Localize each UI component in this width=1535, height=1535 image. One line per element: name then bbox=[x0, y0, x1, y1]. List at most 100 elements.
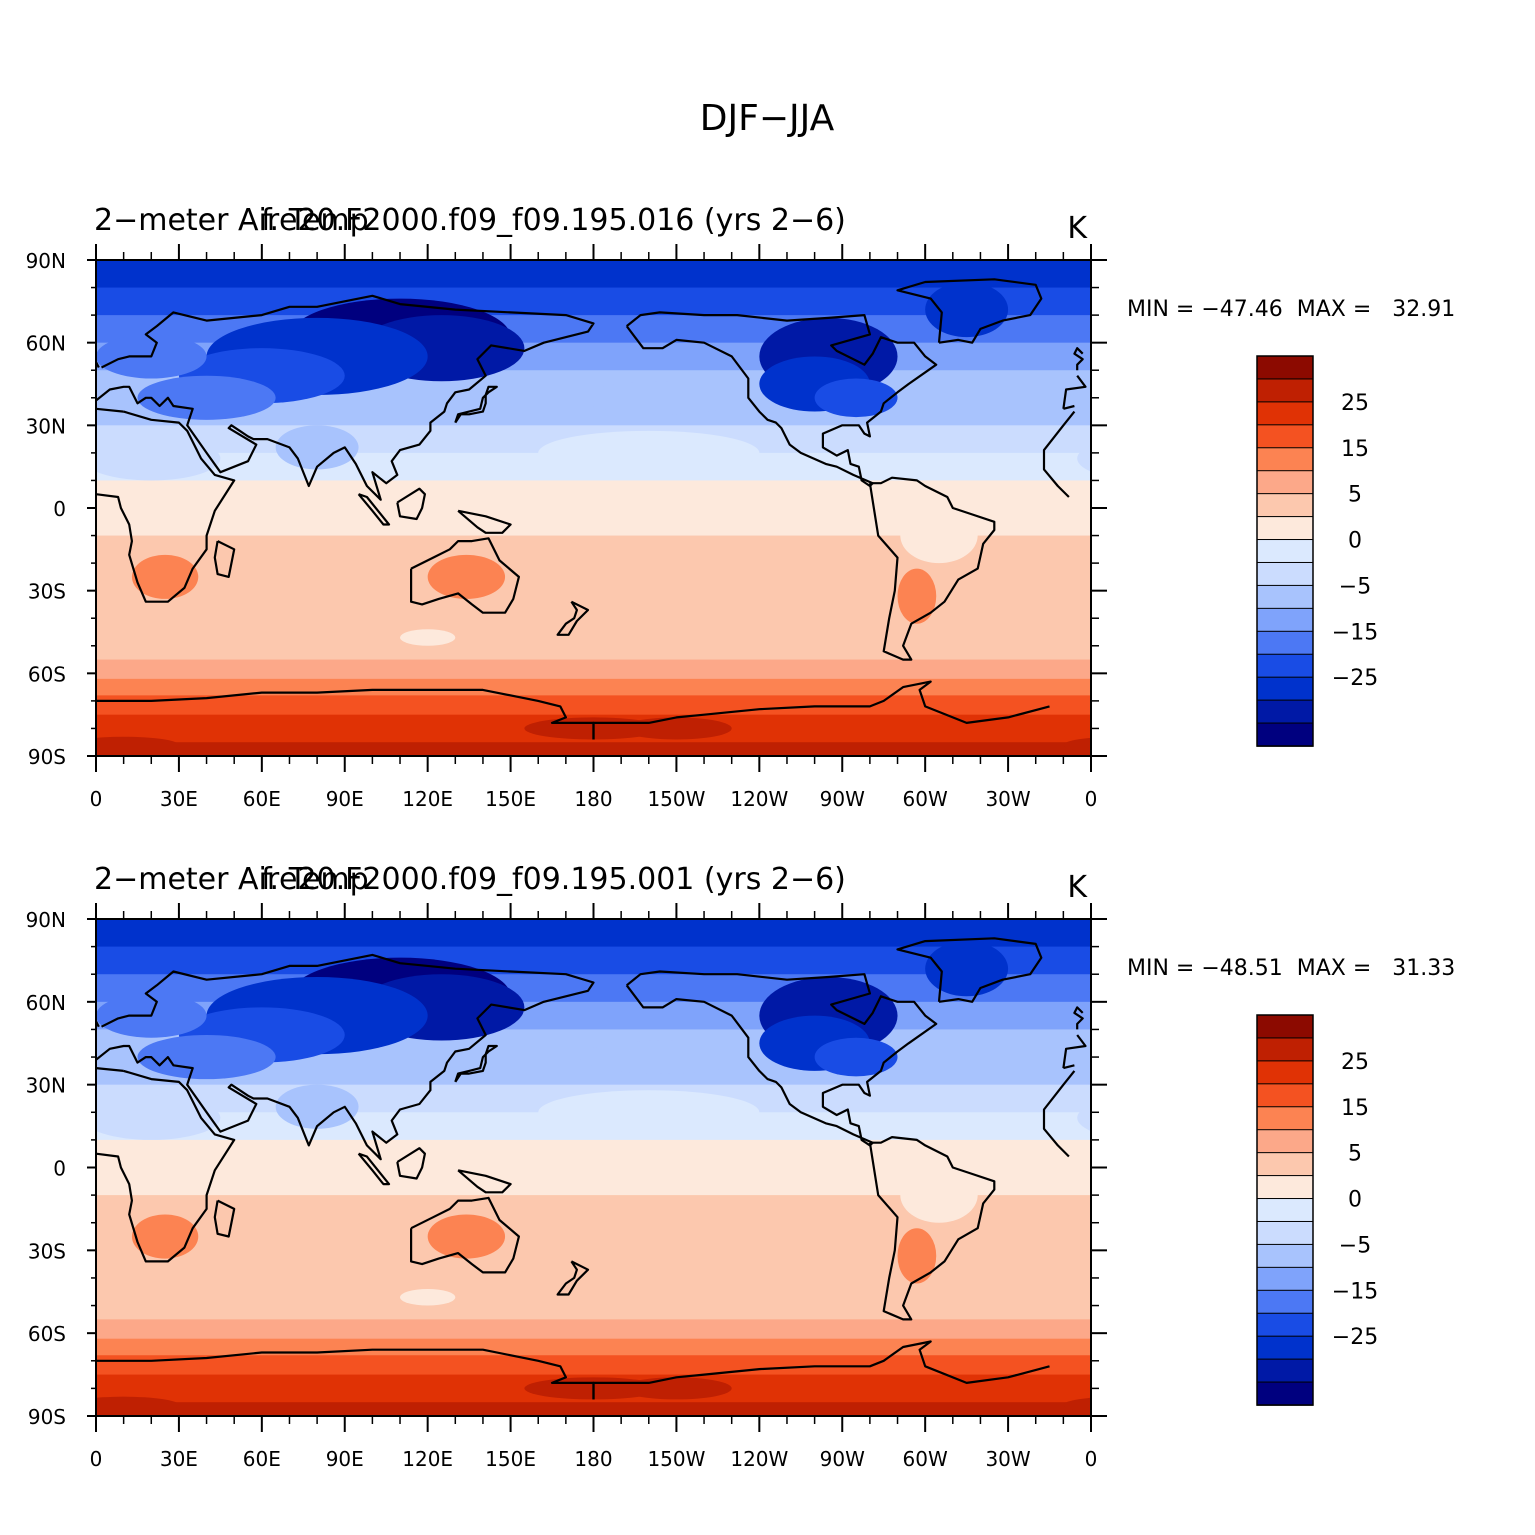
coastlines bbox=[96, 937, 1087, 1400]
colorbar: 25 15 5 0 −5 −15 −25 bbox=[1256, 355, 1378, 747]
panel-center-title: f.e20.F2000.f09_f09.195.016 (yrs 2−6) bbox=[261, 203, 846, 238]
lat-label: 60N bbox=[26, 332, 66, 356]
lon-label: 60E bbox=[243, 1447, 281, 1471]
field-anomaly bbox=[814, 378, 898, 418]
min-max-stats: MIN = −47.46 MAX = 32.91 bbox=[1127, 297, 1455, 322]
coastline bbox=[213, 1199, 236, 1238]
coastline bbox=[868, 1135, 996, 1321]
field-anomaly bbox=[427, 1214, 506, 1259]
coastline bbox=[1063, 404, 1075, 410]
colorbar-label: 0 bbox=[1348, 1188, 1362, 1213]
lon-label: 150W bbox=[647, 787, 705, 811]
colorbar-box bbox=[1256, 1335, 1314, 1360]
field-anomaly bbox=[579, 381, 746, 415]
field-anomaly bbox=[96, 1095, 221, 1140]
field-anomaly bbox=[925, 282, 1009, 338]
coastline bbox=[96, 294, 595, 501]
lat-label: 90N bbox=[26, 908, 66, 932]
map-panel-2: 90N 60N 30N 0 30S 60S 90S 0 30E 60E 90E 120E 150E 180… bbox=[26, 862, 1456, 1471]
coastline bbox=[396, 487, 426, 521]
lat-band bbox=[96, 1319, 1091, 1340]
lon-label: 0 bbox=[90, 1447, 103, 1471]
temperature-field bbox=[96, 260, 1091, 756]
colorbar-box bbox=[1256, 699, 1314, 724]
field-anomaly bbox=[275, 1084, 359, 1129]
field-anomaly bbox=[131, 554, 199, 599]
field-anomaly bbox=[96, 736, 179, 754]
colorbar-box bbox=[1256, 630, 1314, 656]
colorbar-box bbox=[1256, 539, 1314, 564]
field-anomaly bbox=[137, 1034, 276, 1080]
colorbar-label: 5 bbox=[1348, 1142, 1362, 1167]
field-anomaly bbox=[131, 1214, 199, 1259]
coastline bbox=[625, 970, 938, 1147]
lat-label: 60N bbox=[26, 991, 66, 1015]
field-anomaly bbox=[814, 1037, 898, 1077]
coastlines bbox=[96, 278, 1087, 740]
lon-label: 30W bbox=[985, 787, 1030, 811]
panel-left-title: 2−meter Air Temp bbox=[94, 862, 369, 897]
coastline bbox=[96, 1069, 236, 1263]
coastline bbox=[896, 278, 1043, 344]
lon-label: 120E bbox=[402, 1447, 453, 1471]
colorbar-box bbox=[1256, 1312, 1314, 1337]
coastline bbox=[868, 476, 996, 661]
lat-label: 0 bbox=[53, 1157, 66, 1181]
lat-label: 30N bbox=[26, 414, 66, 438]
lon-label: 60E bbox=[243, 787, 281, 811]
colorbar-box bbox=[1256, 722, 1314, 747]
coastline bbox=[1062, 375, 1087, 409]
panel-center-title: f.e20.F2000.f09_f09.195.001 (yrs 2−6) bbox=[261, 862, 846, 897]
field-anomaly bbox=[900, 508, 978, 564]
field-anomaly bbox=[900, 1167, 978, 1223]
coastline bbox=[556, 600, 590, 636]
field-anomaly bbox=[621, 1377, 732, 1400]
colorbar-box bbox=[1256, 653, 1314, 678]
lat-band bbox=[96, 260, 1091, 289]
colorbar-label: −15 bbox=[1332, 1279, 1378, 1304]
lon-label: 0 bbox=[1085, 787, 1098, 811]
lon-label: 60W bbox=[903, 787, 948, 811]
colorbar-box bbox=[1256, 378, 1314, 403]
coastline bbox=[1042, 1070, 1076, 1158]
lat-band bbox=[96, 742, 1091, 756]
colorbar-box bbox=[1256, 1289, 1314, 1315]
lat-label: 30S bbox=[28, 580, 66, 604]
field-anomaly bbox=[275, 425, 359, 470]
lon-label: 90E bbox=[326, 1447, 364, 1471]
coastline bbox=[96, 1067, 124, 1072]
colorbar-label: 0 bbox=[1348, 529, 1362, 554]
lat-label: 0 bbox=[53, 497, 66, 521]
colorbar-box bbox=[1256, 561, 1314, 587]
lat-band bbox=[96, 1250, 1091, 1320]
lon-label: 60W bbox=[903, 1447, 948, 1471]
lon-label: 30E bbox=[160, 787, 198, 811]
coastline bbox=[410, 1196, 521, 1274]
lon-label: 0 bbox=[1085, 1447, 1098, 1471]
colorbar-box bbox=[1256, 1060, 1314, 1085]
field-anomaly bbox=[96, 1396, 179, 1414]
colorbar-label: −25 bbox=[1332, 1325, 1378, 1350]
coastline bbox=[410, 537, 521, 614]
lat-label: 60S bbox=[28, 662, 66, 686]
coastline bbox=[556, 1260, 590, 1296]
colorbar-label: 5 bbox=[1348, 483, 1362, 508]
coastline bbox=[457, 1169, 512, 1194]
colorbar-box bbox=[1256, 1106, 1314, 1131]
coastline bbox=[1073, 1006, 1084, 1030]
coastline bbox=[1073, 347, 1084, 371]
lon-label: 90E bbox=[326, 787, 364, 811]
panel-units: K bbox=[1067, 870, 1088, 905]
lat-label: 90S bbox=[28, 1405, 66, 1429]
colorbar-box bbox=[1256, 493, 1314, 518]
lon-label: 150E bbox=[485, 787, 536, 811]
lon-label: 180 bbox=[574, 787, 612, 811]
coastline bbox=[357, 1152, 391, 1186]
lon-label: 30W bbox=[985, 1447, 1030, 1471]
coastline bbox=[592, 680, 1050, 740]
colorbar-box bbox=[1256, 424, 1314, 449]
colorbar-box bbox=[1256, 1083, 1314, 1108]
colorbar-box bbox=[1256, 447, 1314, 472]
colorbar-box bbox=[1256, 1358, 1314, 1383]
